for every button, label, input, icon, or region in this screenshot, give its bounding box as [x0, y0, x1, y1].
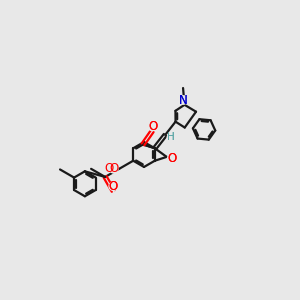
Text: O: O — [109, 162, 119, 175]
Text: O: O — [148, 120, 158, 133]
Circle shape — [109, 182, 117, 190]
Circle shape — [179, 96, 188, 104]
Text: H: H — [167, 132, 175, 142]
Text: O: O — [167, 152, 176, 165]
Circle shape — [110, 165, 118, 173]
Text: N: N — [179, 94, 188, 106]
Circle shape — [168, 154, 176, 163]
Text: O: O — [109, 180, 118, 193]
Text: O: O — [109, 180, 118, 193]
Text: N: N — [179, 94, 188, 106]
Text: O: O — [104, 162, 114, 175]
Circle shape — [167, 134, 175, 141]
Text: O: O — [148, 120, 158, 133]
Text: O: O — [167, 152, 176, 165]
Circle shape — [148, 122, 156, 130]
Text: H: H — [167, 132, 175, 142]
